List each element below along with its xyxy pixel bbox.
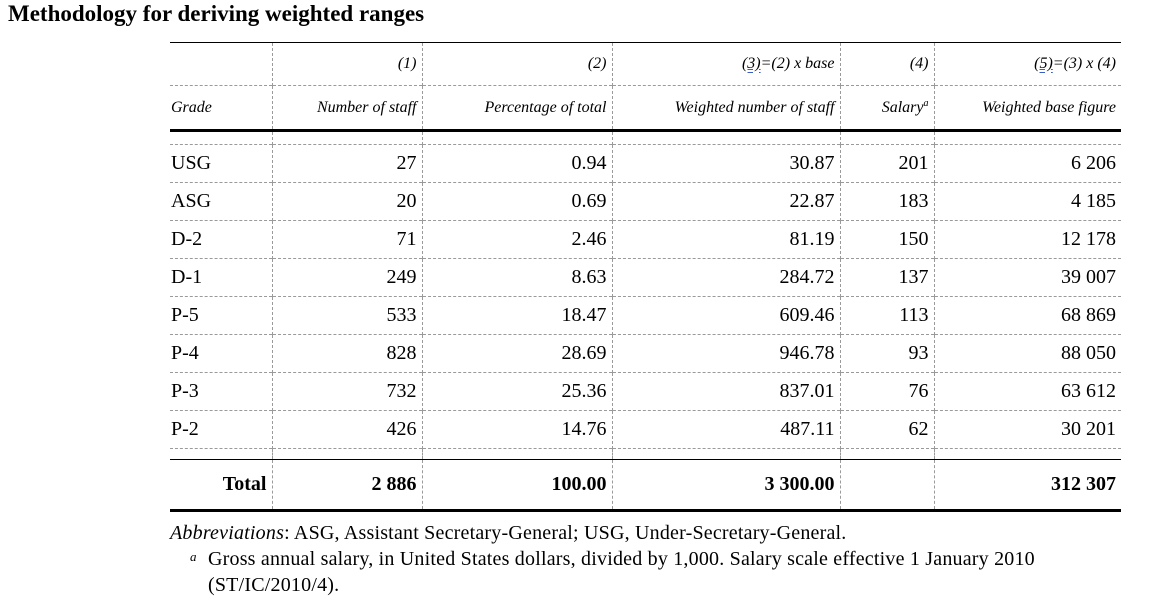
weighted-cell: 81.19 [611, 220, 840, 259]
table-row: ASG 20 0.69 22.87 183 4 185 [170, 182, 1121, 221]
column-number-3-ref: (3) [741, 55, 761, 72]
base-cell: 68 869 [933, 296, 1121, 335]
staff-cell: 249 [271, 258, 422, 297]
percentage-cell: 18.47 [421, 296, 612, 335]
column-number-1: (1) [271, 42, 422, 86]
percentage-cell: 14.76 [421, 410, 612, 449]
column-number-3: (3)=(2) x base [611, 42, 840, 86]
total-separator [170, 448, 1121, 460]
salary-footnote-marker: a [923, 98, 929, 109]
weighted-cell: 284.72 [611, 258, 840, 297]
header-weighted-number: Weighted number of staff [611, 85, 840, 131]
table-row: P-3 732 25.36 837.01 76 63 612 [170, 372, 1121, 411]
total-weighted: 3 300.00 [611, 459, 840, 512]
salary-cell: 113 [839, 296, 934, 335]
abbreviations-text: : ASG, Assistant Secretary-General; USG,… [284, 522, 847, 544]
total-percentage: 100.00 [421, 459, 612, 512]
page-title: Methodology for deriving weighted ranges [8, 1, 425, 26]
percentage-cell: 2.46 [421, 220, 612, 259]
grade-cell: USG [170, 144, 272, 183]
table-row: USG 27 0.94 30.87 201 6 206 [170, 144, 1121, 183]
abbreviations-lead: Abbreviations [170, 522, 285, 544]
total-base: 312 307 [933, 459, 1121, 512]
column-number-2: (2) [421, 42, 612, 86]
salary-cell: 76 [839, 372, 934, 411]
header-number-of-staff: Number of staff [271, 85, 422, 131]
header-grade: Grade [170, 85, 272, 131]
column-number-5: (5)=(3) x (4) [933, 42, 1121, 86]
staff-cell: 71 [271, 220, 422, 259]
weighted-cell: 837.01 [611, 372, 840, 411]
table-row: D-2 71 2.46 81.19 150 12 178 [170, 220, 1121, 259]
total-row: Total 2 886 100.00 3 300.00 312 307 [170, 459, 1121, 512]
weighted-ranges-table: (1) (2) (3)=(2) x base (4) (5)=(3) x (4)… [170, 42, 1121, 512]
base-cell: 39 007 [933, 258, 1121, 297]
percentage-cell: 0.94 [421, 144, 612, 183]
header-separator [170, 129, 1121, 145]
grade-cell: P-5 [170, 296, 272, 335]
base-cell: 12 178 [933, 220, 1121, 259]
total-staff: 2 886 [271, 459, 422, 512]
footnote-marker: a [190, 549, 197, 564]
salary-footnote: a Gross annual salary, in United States … [190, 546, 1090, 598]
salary-cell: 137 [839, 258, 934, 297]
weighted-cell: 946.78 [611, 334, 840, 373]
grade-cell: P-2 [170, 410, 272, 449]
base-cell: 4 185 [933, 182, 1121, 221]
grade-cell: ASG [170, 182, 272, 221]
percentage-cell: 28.69 [421, 334, 612, 373]
staff-cell: 27 [271, 144, 422, 183]
base-cell: 63 612 [933, 372, 1121, 411]
header-weighted-base: Weighted base figure [933, 85, 1121, 131]
staff-cell: 426 [271, 410, 422, 449]
staff-cell: 533 [271, 296, 422, 335]
column-number-row: (1) (2) (3)=(2) x base (4) (5)=(3) x (4) [170, 42, 1121, 86]
total-label: Total [170, 459, 272, 512]
header-percentage: Percentage of total [421, 85, 612, 131]
salary-cell: 93 [839, 334, 934, 373]
salary-cell: 62 [839, 410, 934, 449]
grade-cell: P-3 [170, 372, 272, 411]
column-number-3-formula: =(2) x base [760, 55, 835, 72]
base-cell: 88 050 [933, 334, 1121, 373]
column-number-5-formula: =(3) x (4) [1052, 55, 1116, 72]
percentage-cell: 25.36 [421, 372, 612, 411]
column-header-row: Grade Number of staff Percentage of tota… [170, 85, 1121, 131]
weighted-cell: 609.46 [611, 296, 840, 335]
grade-cell: D-1 [170, 258, 272, 297]
staff-cell: 732 [271, 372, 422, 411]
staff-cell: 828 [271, 334, 422, 373]
table-row: P-2 426 14.76 487.11 62 30 201 [170, 410, 1121, 449]
percentage-cell: 8.63 [421, 258, 612, 297]
weighted-cell: 487.11 [611, 410, 840, 449]
table-row: P-4 828 28.69 946.78 93 88 050 [170, 334, 1121, 373]
column-number-5-ref: (5) [1034, 55, 1053, 72]
base-cell: 30 201 [933, 410, 1121, 449]
salary-cell: 183 [839, 182, 934, 221]
staff-cell: 20 [271, 182, 422, 221]
salary-cell: 201 [839, 144, 934, 183]
salary-cell: 150 [839, 220, 934, 259]
percentage-cell: 0.69 [421, 182, 612, 221]
header-salary: Salarya [839, 85, 934, 131]
footnote-text: Gross annual salary, in United States do… [208, 548, 1035, 596]
weighted-cell: 22.87 [611, 182, 840, 221]
total-salary [839, 459, 934, 512]
weighted-cell: 30.87 [611, 144, 840, 183]
column-number-grade [170, 42, 272, 86]
table-row: P-5 533 18.47 609.46 113 68 869 [170, 296, 1121, 335]
grade-cell: D-2 [170, 220, 272, 259]
column-number-4: (4) [839, 42, 934, 86]
header-salary-label: Salary [881, 99, 924, 116]
table-row: D-1 249 8.63 284.72 137 39 007 [170, 258, 1121, 297]
grade-cell: P-4 [170, 334, 272, 373]
abbreviations-note: Abbreviations: ASG, Assistant Secretary-… [170, 520, 847, 546]
base-cell: 6 206 [933, 144, 1121, 183]
